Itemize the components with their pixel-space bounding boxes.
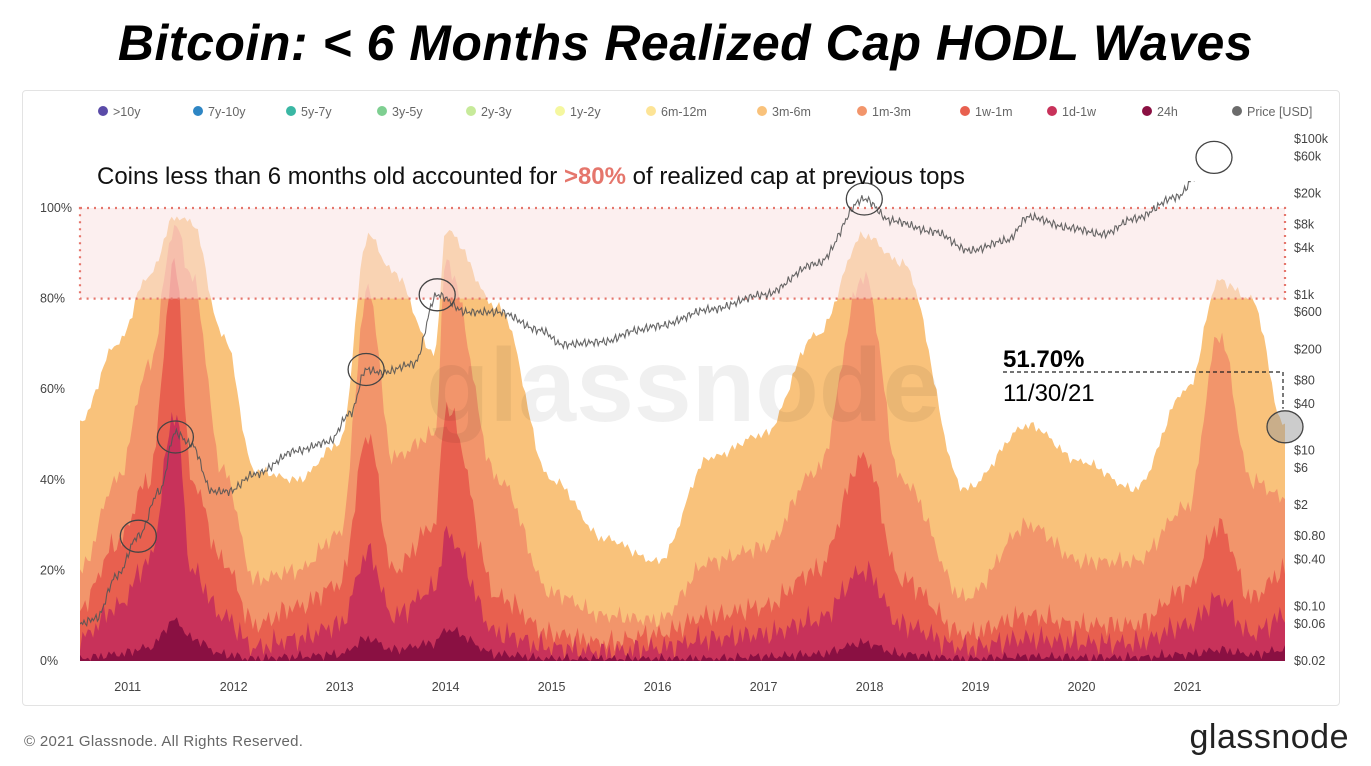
y-left-tick-80: 80% xyxy=(40,292,65,306)
legend-marker-3m6m xyxy=(757,106,767,116)
callout-value: 51.70% xyxy=(1003,346,1084,373)
y-right-tick-002: $0.02 xyxy=(1294,654,1325,668)
legend-label-1y2y: 1y-2y xyxy=(570,105,601,119)
y-right-tick-006: $0.06 xyxy=(1294,617,1325,631)
callout: 51.70% 11/30/21 xyxy=(1003,346,1284,409)
x-tick-2011: 2011 xyxy=(114,680,141,694)
highlight-band-rect xyxy=(78,206,1287,300)
legend-marker-5y7y xyxy=(286,106,296,116)
x-tick-2013: 2013 xyxy=(326,680,354,694)
y-right-tick-010: $0.10 xyxy=(1294,600,1325,614)
y-right-tick-40: $40 xyxy=(1294,397,1315,411)
x-tick-2016: 2016 xyxy=(644,680,672,694)
x-tick-2017: 2017 xyxy=(750,680,778,694)
y-right-tick-8k: $8k xyxy=(1294,218,1315,232)
glassnode-logo: glassnode xyxy=(1189,718,1349,756)
wave-area-1d-1w xyxy=(80,411,1285,661)
y-left-tick-40: 40% xyxy=(40,473,65,487)
legend-marker-10y xyxy=(98,106,108,116)
price-line-path xyxy=(80,181,1195,627)
legend-label-1w1m: 1w-1m xyxy=(975,105,1013,119)
footer-copyright: © 2021 Glassnode. All Rights Reserved. xyxy=(24,733,304,750)
chart-legend: >10y 7y-10y 5y-7y 3y-5y 2y-3y 1y-2y 6m-12m 3m-6… xyxy=(98,105,1312,119)
y-right-tick-1k: $1k xyxy=(1294,288,1315,302)
price-line xyxy=(80,181,1195,627)
hodl-waves-chart: >10y 7y-10y 5y-7y 3y-5y 2y-3y 1y-2y 6m-12m 3m-6… xyxy=(40,105,1329,694)
circled-point-4 xyxy=(845,182,883,216)
legend-label-6m12m: 6m-12m xyxy=(661,105,707,119)
legend-marker-1d1w xyxy=(1047,106,1057,116)
chart-panel: >10y 7y-10y 5y-7y 3y-5y 2y-3y 1y-2y 6m-12m 3m-6… xyxy=(22,90,1340,706)
annotation-highlight: >80% xyxy=(564,163,626,190)
legend-label-3y5y: 3y-5y xyxy=(392,105,423,119)
y-left-tick-100: 100% xyxy=(40,201,72,215)
callout-date: 11/30/21 xyxy=(1003,380,1095,407)
legend-marker-PriceUSD xyxy=(1232,106,1242,116)
legend-marker-24h xyxy=(1142,106,1152,116)
y-right-tick-20k: $20k xyxy=(1294,187,1322,201)
circled-point-5 xyxy=(1195,140,1233,175)
circled-point-3 xyxy=(418,278,456,312)
legend-label-3m6m: 3m-6m xyxy=(772,105,811,119)
y-left-tick-20: 20% xyxy=(40,563,65,577)
highlight-band-80-100 xyxy=(78,206,1287,300)
annotation-prefix: Coins less than 6 months old accounted f… xyxy=(97,163,564,190)
y-right-tick-80: $80 xyxy=(1294,373,1315,387)
y-right-tick-080: $0.80 xyxy=(1294,529,1325,543)
legend-marker-2y3y xyxy=(466,106,476,116)
chart-title: Bitcoin: < 6 Months Realized Cap HODL Wa… xyxy=(117,15,1254,71)
circled-tops xyxy=(119,140,1304,553)
y-left-tick-60: 60% xyxy=(40,382,65,396)
circled-point-0 xyxy=(119,519,157,553)
legend-marker-3y5y xyxy=(377,106,387,116)
legend-label-5y7y: 5y-7y xyxy=(301,105,332,119)
annotation: Coins less than 6 months old accounted f… xyxy=(97,163,965,190)
x-tick-2020: 2020 xyxy=(1068,680,1096,694)
circled-point-6 xyxy=(1266,410,1304,444)
wave-area-1w-1m xyxy=(80,257,1285,661)
y-right-tick-60k: $60k xyxy=(1294,149,1322,163)
circled-point-1 xyxy=(156,420,195,454)
y-right-tick-4k: $4k xyxy=(1294,241,1315,255)
legend-label-2y3y: 2y-3y xyxy=(481,105,512,119)
legend-label-1d1w: 1d-1w xyxy=(1062,105,1097,119)
legend-marker-1y2y xyxy=(555,106,565,116)
x-tick-2018: 2018 xyxy=(856,680,884,694)
legend-label-24h: 24h xyxy=(1157,105,1178,119)
legend-marker-7y10y xyxy=(193,106,203,116)
annotation-suffix: of realized cap at previous tops xyxy=(626,163,965,190)
circled-point-2 xyxy=(347,352,385,387)
y-right-tick-040: $0.40 xyxy=(1294,553,1325,567)
legend-label-1m3m: 1m-3m xyxy=(872,105,911,119)
legend-label-PriceUSD: Price [USD] xyxy=(1247,105,1312,119)
hodl-wave-areas xyxy=(80,216,1285,662)
y-right-tick-600: $600 xyxy=(1294,305,1322,319)
y-right-tick-100k: $100k xyxy=(1294,132,1329,146)
callout-leader-line xyxy=(1003,371,1284,409)
wave-area-24h xyxy=(80,617,1285,661)
y-right-tick-2: $2 xyxy=(1294,498,1308,512)
y-right-tick-6: $6 xyxy=(1294,461,1308,475)
x-tick-2019: 2019 xyxy=(962,680,990,694)
legend-label-10y: >10y xyxy=(113,105,141,119)
x-tick-2014: 2014 xyxy=(432,680,460,694)
x-tick-2012: 2012 xyxy=(220,680,248,694)
y-left-tick-0: 0% xyxy=(40,654,58,668)
y-right-tick-200: $200 xyxy=(1294,342,1322,356)
annotation-text: Coins less than 6 months old accounted f… xyxy=(97,163,965,190)
watermark: glassnode xyxy=(426,328,940,444)
legend-marker-1w1m xyxy=(960,106,970,116)
chart-axes: 2011 2012 2013 2014 2015 2016 2017 2018 2019 2020… xyxy=(40,132,1329,694)
x-tick-2021: 2021 xyxy=(1174,680,1202,694)
x-tick-2015: 2015 xyxy=(538,680,566,694)
legend-marker-1m3m xyxy=(857,106,867,116)
legend-marker-6m12m xyxy=(646,106,656,116)
y-right-tick-10: $10 xyxy=(1294,444,1315,458)
legend-label-7y10y: 7y-10y xyxy=(208,105,246,119)
